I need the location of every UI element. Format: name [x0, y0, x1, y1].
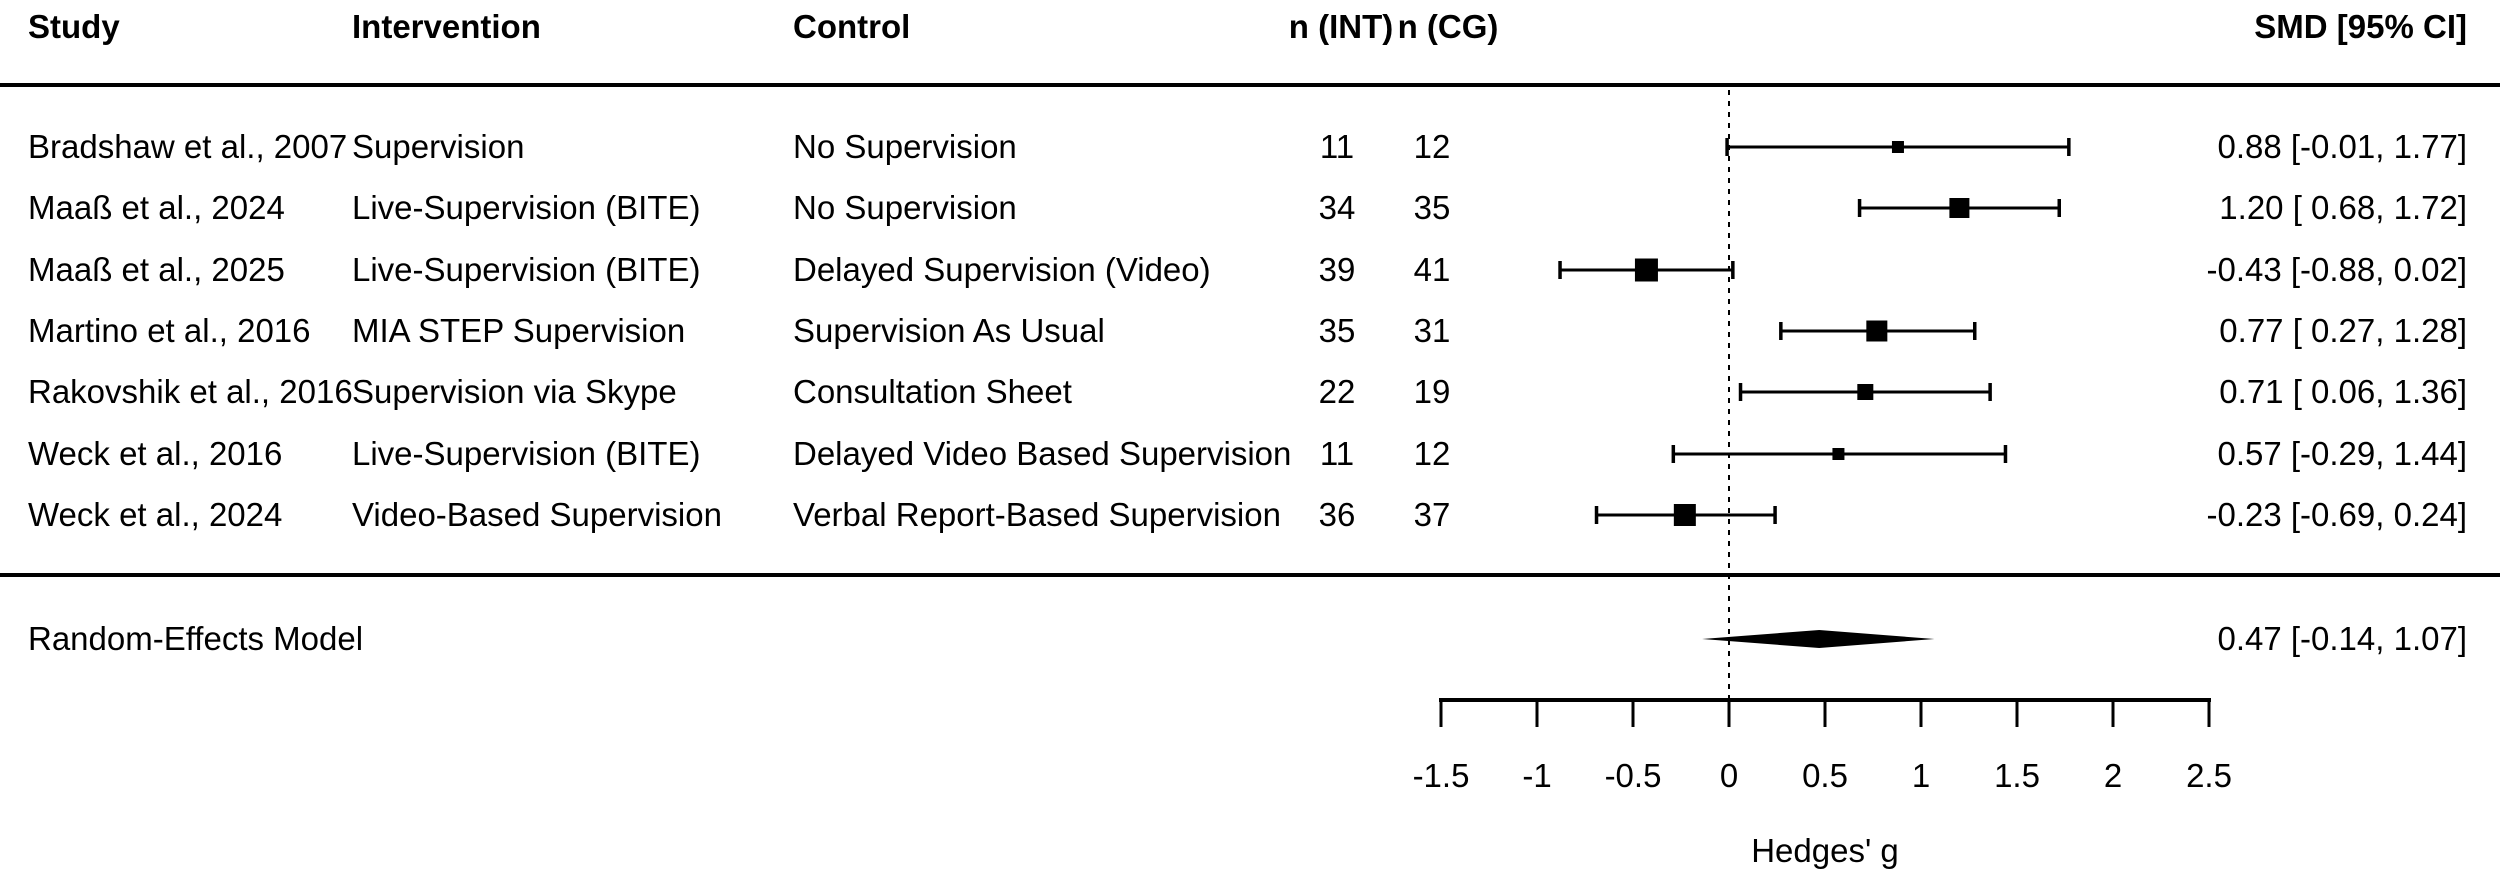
intervention-cell: Live-Supervision (BITE) [352, 251, 701, 288]
smd-value-cell: 0.77 [ 0.27, 1.28] [2219, 312, 2467, 349]
x-axis-tick-label: 1.5 [1994, 757, 2040, 794]
effect-square [1891, 141, 1904, 153]
x-axis-tick-label: -1 [1522, 757, 1551, 794]
control-cell: Verbal Report-Based Supervision [793, 496, 1281, 533]
col-header-control: Control [793, 8, 911, 45]
col-header-n-int: n (INT) [1288, 8, 1394, 45]
n-int-cell: 22 [1318, 373, 1356, 410]
summary-diamond [1702, 630, 1935, 648]
control-cell: Delayed Supervision (Video) [793, 251, 1211, 288]
n-cg-cell: 12 [1413, 128, 1451, 165]
col-header-intervention: Intervention [352, 8, 541, 45]
n-cg-cell: 35 [1413, 189, 1451, 226]
x-axis-tick-label: 2.5 [2186, 757, 2232, 794]
x-axis-tick-label: 1 [1912, 757, 1930, 794]
header-separator-line [0, 83, 2500, 87]
n-int-cell: 34 [1318, 189, 1356, 226]
study-name-cell: Weck et al., 2016 [28, 435, 283, 472]
x-axis-tick-label: 0 [1720, 757, 1738, 794]
n-cg-cell: 12 [1413, 435, 1451, 472]
n-int-cell: 11 [1319, 435, 1355, 472]
smd-value-cell: 1.20 [ 0.68, 1.72] [2219, 189, 2467, 226]
x-axis-tick-label: 0.5 [1802, 757, 1848, 794]
effect-square [1866, 320, 1888, 342]
smd-value-cell: 0.88 [-0.01, 1.77] [2217, 128, 2467, 165]
control-cell: Delayed Video Based Supervision [793, 435, 1292, 472]
smd-value-cell: -0.23 [-0.69, 0.24] [2206, 496, 2467, 533]
x-axis-tick-label: -0.5 [1605, 757, 1662, 794]
intervention-cell: Live-Supervision (BITE) [352, 189, 701, 226]
effect-square [1949, 198, 1970, 218]
study-name-cell: Martino et al., 2016 [28, 312, 311, 349]
summary-separator-line [0, 573, 2500, 577]
effect-square [1832, 448, 1845, 460]
n-int-cell: 35 [1318, 312, 1356, 349]
effect-square [1673, 504, 1696, 526]
study-name-cell: Maaß et al., 2025 [28, 251, 285, 288]
col-header-smd: SMD [95% CI] [2254, 8, 2467, 45]
smd-value-cell: 0.57 [-0.29, 1.44] [2217, 435, 2467, 472]
x-axis-tick-label: 2 [2104, 757, 2122, 794]
intervention-cell: MIA STEP Supervision [352, 312, 686, 349]
n-cg-cell: 37 [1413, 496, 1451, 533]
n-cg-cell: 19 [1413, 373, 1451, 410]
control-cell: No Supervision [793, 128, 1017, 165]
summary-label: Random-Effects Model [28, 620, 364, 657]
x-axis-tick-label: -1.5 [1413, 757, 1470, 794]
control-cell: Consultation Sheet [793, 373, 1072, 410]
intervention-cell: Live-Supervision (BITE) [352, 435, 701, 472]
intervention-cell: Video-Based Supervision [352, 496, 722, 533]
col-header-n-cg: n (CG) [1397, 8, 1499, 45]
intervention-cell: Supervision [352, 128, 525, 165]
x-axis-title: Hedges' g [1751, 832, 1899, 869]
study-name-cell: Bradshaw et al., 2007 [28, 128, 348, 165]
smd-value-cell: -0.43 [-0.88, 0.02] [2206, 251, 2467, 288]
study-name-cell: Rakovshik et al., 2016 [28, 373, 353, 410]
n-int-cell: 11 [1319, 128, 1355, 165]
summary-smd-value: 0.47 [-0.14, 1.07] [2217, 620, 2467, 657]
col-header-study: Study [28, 8, 120, 45]
n-cg-cell: 31 [1413, 312, 1451, 349]
control-cell: Supervision As Usual [793, 312, 1105, 349]
control-cell: No Supervision [793, 189, 1017, 226]
n-int-cell: 36 [1318, 496, 1356, 533]
n-int-cell: 39 [1318, 251, 1356, 288]
effect-square [1634, 258, 1658, 282]
n-cg-cell: 41 [1413, 251, 1451, 288]
study-name-cell: Weck et al., 2024 [28, 496, 283, 533]
study-name-cell: Maaß et al., 2024 [28, 189, 285, 226]
effect-square [1857, 384, 1874, 400]
intervention-cell: Supervision via Skype [352, 373, 677, 410]
smd-value-cell: 0.71 [ 0.06, 1.36] [2219, 373, 2467, 410]
